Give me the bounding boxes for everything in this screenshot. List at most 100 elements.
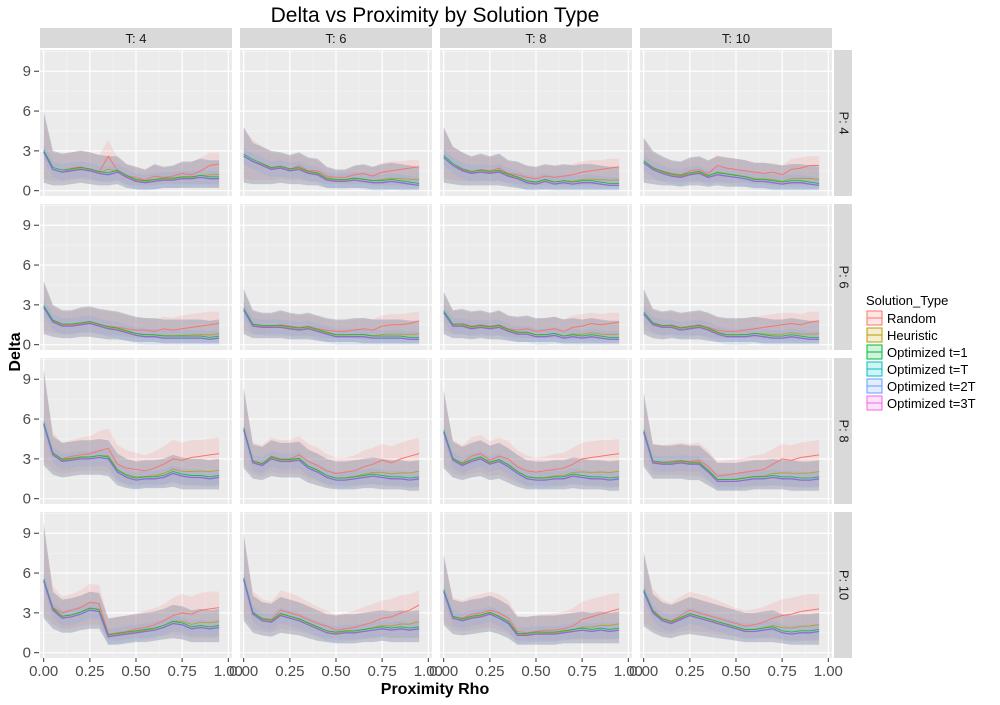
facet-panel xyxy=(240,358,432,504)
y-tick-label: 0 xyxy=(23,183,31,200)
y-tick-label: 9 xyxy=(23,371,31,388)
optimized-series-line xyxy=(43,580,220,638)
optimized-t2T-band xyxy=(43,416,220,489)
optimized-series-line xyxy=(243,309,420,341)
y-tick-label: 3 xyxy=(23,143,31,160)
row-strip xyxy=(834,358,852,504)
x-axis-title: Proximity Rho xyxy=(381,681,490,698)
random-series-line xyxy=(43,151,220,181)
optimized-t1-series-line xyxy=(243,153,420,184)
facet-panel xyxy=(640,204,832,350)
random-band xyxy=(243,129,420,186)
optimized-t1-series-line xyxy=(443,155,620,184)
facet-panel xyxy=(640,50,832,196)
row-strip xyxy=(834,50,852,196)
x-tick-label: 0.00 xyxy=(429,663,458,680)
optimized-t2T-band xyxy=(43,144,220,191)
optimized-t2T-band xyxy=(43,573,220,645)
optimized-t2T-band xyxy=(643,306,820,345)
facet-panel xyxy=(440,204,632,350)
x-tick-label: 0.25 xyxy=(75,663,104,680)
column-strip-label: T: 10 xyxy=(722,31,750,46)
random-band xyxy=(443,558,620,641)
row-strip-label: P: 8 xyxy=(837,419,852,442)
y-tick-label: 9 xyxy=(23,217,31,234)
optimized-band xyxy=(643,551,820,645)
random-series-line xyxy=(443,157,620,180)
x-tick-label: 1.00 xyxy=(414,663,443,680)
column-strip-label: T: 4 xyxy=(126,31,147,46)
optimized-band xyxy=(443,389,620,491)
optimized-band xyxy=(43,281,220,344)
optimized-band xyxy=(443,554,620,645)
optimized-t2T-band xyxy=(243,302,420,345)
y-tick-label: 0 xyxy=(23,645,31,662)
heuristic-series-line xyxy=(443,591,620,636)
random-series-line xyxy=(443,432,620,473)
optimized-t1-series-line xyxy=(43,578,220,636)
random-series-line xyxy=(643,313,820,332)
legend-entry-label: Random xyxy=(887,311,936,326)
optimized-t2T-band xyxy=(43,299,220,345)
optimized-band xyxy=(243,387,420,491)
y-tick-label: 9 xyxy=(23,525,31,542)
optimized-band xyxy=(243,288,420,344)
random-series-line xyxy=(443,591,620,634)
random-series-line xyxy=(443,312,620,332)
heuristic-series-line xyxy=(43,424,220,478)
optimized-t1-series-line xyxy=(643,589,820,633)
y-tick-label: 0 xyxy=(23,337,31,354)
optimized-t2T-band xyxy=(243,421,420,489)
y-tick-label: 3 xyxy=(23,451,31,468)
optimized-series-line xyxy=(243,429,420,481)
column-strip-label: T: 8 xyxy=(526,31,547,46)
facet-panel xyxy=(40,50,232,196)
row-strip-label: P: 6 xyxy=(837,265,852,288)
optimized-series-line xyxy=(443,432,620,481)
x-tick-label: 0.75 xyxy=(168,663,197,680)
optimized-t1-series-line xyxy=(443,589,620,634)
y-tick-label: 9 xyxy=(23,63,31,80)
legend-entry-label: Optimized t=1 xyxy=(887,345,968,360)
y-tick-label: 6 xyxy=(23,565,31,582)
optimized-band xyxy=(643,137,820,190)
x-tick-label: 0.75 xyxy=(768,663,797,680)
random-series-line xyxy=(243,309,420,332)
column-strip xyxy=(640,28,832,48)
optimized-t1-series-line xyxy=(243,427,420,479)
y-tick-label: 6 xyxy=(23,411,31,428)
x-tick-label: 0.50 xyxy=(121,663,150,680)
facet-panel xyxy=(240,50,432,196)
optimized-band xyxy=(43,522,220,645)
legend-entry-label: Heuristic xyxy=(887,328,938,343)
optimized-series-line xyxy=(443,591,620,637)
y-tick-label: 3 xyxy=(23,297,31,314)
x-tick-label: 0.25 xyxy=(675,663,704,680)
optimized-t1-series-line xyxy=(443,310,620,338)
random-series-line xyxy=(243,155,420,178)
legend: Solution_Type Random Heuristic Optimized t=… xyxy=(866,293,976,411)
optimized-t2T-band xyxy=(243,571,420,643)
optimized-series-line xyxy=(643,162,820,187)
random-series-line xyxy=(243,579,420,631)
facet-panel xyxy=(40,512,232,658)
x-tick-label: 0.50 xyxy=(721,663,750,680)
column-strip xyxy=(440,28,632,48)
x-tick-label: 0.75 xyxy=(368,663,397,680)
random-series-line xyxy=(43,424,220,472)
facet-panel xyxy=(40,358,232,504)
row-strip-label: P: 4 xyxy=(837,111,852,134)
optimized-t1-series-line xyxy=(643,430,820,480)
optimized-series-line xyxy=(643,313,820,341)
x-tick-label: 1.00 xyxy=(614,663,643,680)
y-tick-label: 0 xyxy=(23,491,31,508)
x-tick-label: 0.25 xyxy=(275,663,304,680)
random-band xyxy=(43,114,220,186)
y-tick-label: 6 xyxy=(23,103,31,120)
optimized-t1-series-line xyxy=(43,305,220,338)
optimized-series-line xyxy=(643,591,820,635)
x-tick-label: 0.00 xyxy=(229,663,258,680)
optimized-series-line xyxy=(243,155,420,187)
